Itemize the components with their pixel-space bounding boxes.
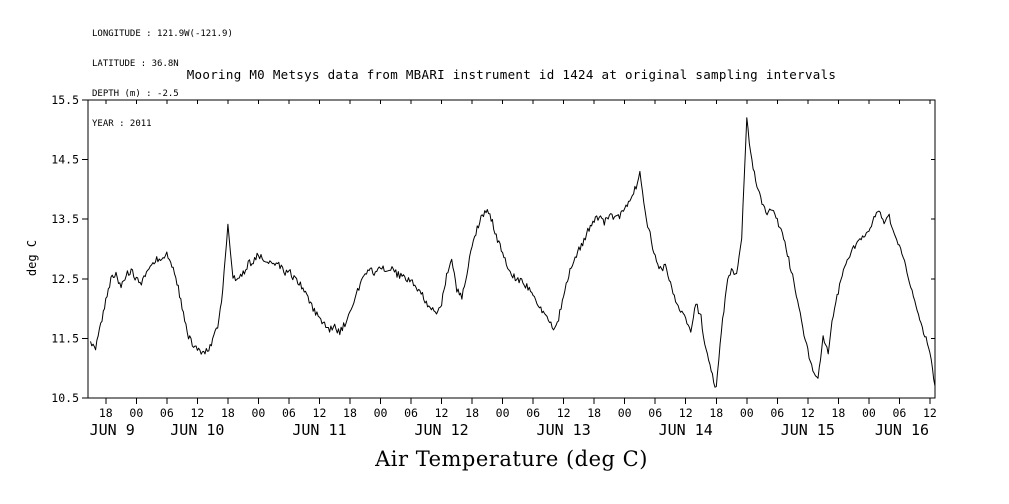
x-tick-label: 12 (679, 406, 693, 420)
x-tick-label: 00 (496, 406, 510, 420)
x-tick-label: 12 (923, 406, 937, 420)
x-day-label: JUN 15 (781, 421, 835, 439)
x-tick-label: 00 (618, 406, 632, 420)
x-tick-label: 00 (251, 406, 265, 420)
x-tick-label: 06 (892, 406, 906, 420)
x-tick-label: 18 (343, 406, 357, 420)
x-tick-label: 06 (160, 406, 174, 420)
x-tick-label: 06 (648, 406, 662, 420)
plot-border (87, 99, 936, 399)
x-day-label: JUN 11 (292, 421, 346, 439)
x-tick-label: 18 (221, 406, 235, 420)
x-tick-label: 12 (435, 406, 449, 420)
x-tick-label: 12 (190, 406, 204, 420)
x-day-label: JUN 14 (659, 421, 713, 439)
x-tick-label: 18 (587, 406, 601, 420)
x-day-label: JUN 9 (90, 421, 135, 439)
x-tick-label: 18 (831, 406, 845, 420)
x-tick-label: 12 (801, 406, 815, 420)
x-tick-label: 00 (129, 406, 143, 420)
x-tick-label: 06 (282, 406, 296, 420)
x-day-label: JUN 10 (170, 421, 224, 439)
y-tick-label: 12.5 (51, 272, 79, 286)
chart-title: Mooring M0 Metsys data from MBARI instru… (186, 67, 837, 82)
x-tick-label: 18 (465, 406, 479, 420)
meta-latitude: LATITUDE : 36.8N (92, 59, 179, 69)
y-tick-label: 13.5 (51, 212, 79, 226)
y-tick-label: 14.5 (51, 153, 79, 167)
y-tick-label: 10.5 (51, 391, 79, 405)
x-tick-label: 00 (862, 406, 876, 420)
x-day-label: JUN 12 (414, 421, 468, 439)
x-tick-label: 12 (557, 406, 571, 420)
x-day-label: JUN 16 (875, 421, 929, 439)
x-tick-label: 06 (526, 406, 540, 420)
x-tick-label: 06 (770, 406, 784, 420)
x-day-label: JUN 13 (537, 421, 591, 439)
x-tick-label: 00 (740, 406, 754, 420)
x-axis-title: Air Temperature (deg C) (375, 447, 648, 471)
y-tick-label: 11.5 (51, 331, 79, 345)
meta-longitude: LONGITUDE : 121.9W(-121.9) (92, 29, 233, 39)
x-tick-label: 06 (404, 406, 418, 420)
meta-year: YEAR : 2011 (92, 119, 152, 129)
y-tick-label: 15.5 (51, 93, 79, 107)
header-metadata: LONGITUDE : 121.9W(-121.9) LATITUDE : 36… (92, 9, 233, 149)
x-tick-label: 00 (374, 406, 388, 420)
x-tick-label: 12 (313, 406, 327, 420)
meta-depth: DEPTH (m) : -2.5 (92, 89, 179, 99)
x-tick-label: 18 (709, 406, 723, 420)
temperature-line (90, 117, 936, 388)
x-tick-label: 18 (99, 406, 113, 420)
